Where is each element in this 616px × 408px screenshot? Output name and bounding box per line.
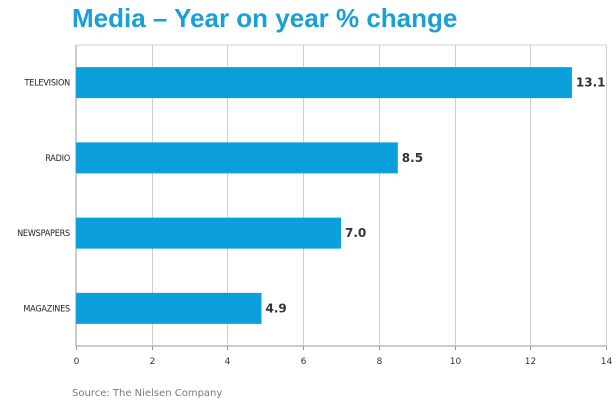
x-tick-label: 10	[450, 357, 462, 367]
data-label: 7.0	[345, 226, 366, 240]
x-tick-label: 4	[225, 357, 231, 367]
bar-television	[76, 67, 572, 99]
bar-magazines	[76, 292, 262, 324]
category-label: MAGAZINES	[23, 304, 70, 314]
x-tick-label: 2	[150, 357, 156, 367]
category-label: NEWSPAPERS	[17, 229, 70, 239]
bar-newspapers	[76, 217, 341, 249]
category-label: RADIO	[45, 154, 70, 164]
data-label: 13.1	[576, 76, 606, 90]
source-note: Source: The Nielsen Company	[72, 388, 222, 399]
data-label: 4.9	[266, 301, 287, 315]
x-tick-label: 14	[601, 357, 613, 367]
x-tick-label: 0	[74, 357, 80, 367]
x-tick-label: 8	[377, 357, 383, 367]
x-tick-label: 12	[525, 357, 536, 367]
category-label: TELEVISION	[23, 79, 70, 89]
bar-radio	[76, 142, 398, 174]
chart-title: Media – Year on year % change	[72, 3, 457, 33]
x-tick-label: 6	[301, 357, 307, 367]
data-label: 8.5	[402, 151, 423, 165]
